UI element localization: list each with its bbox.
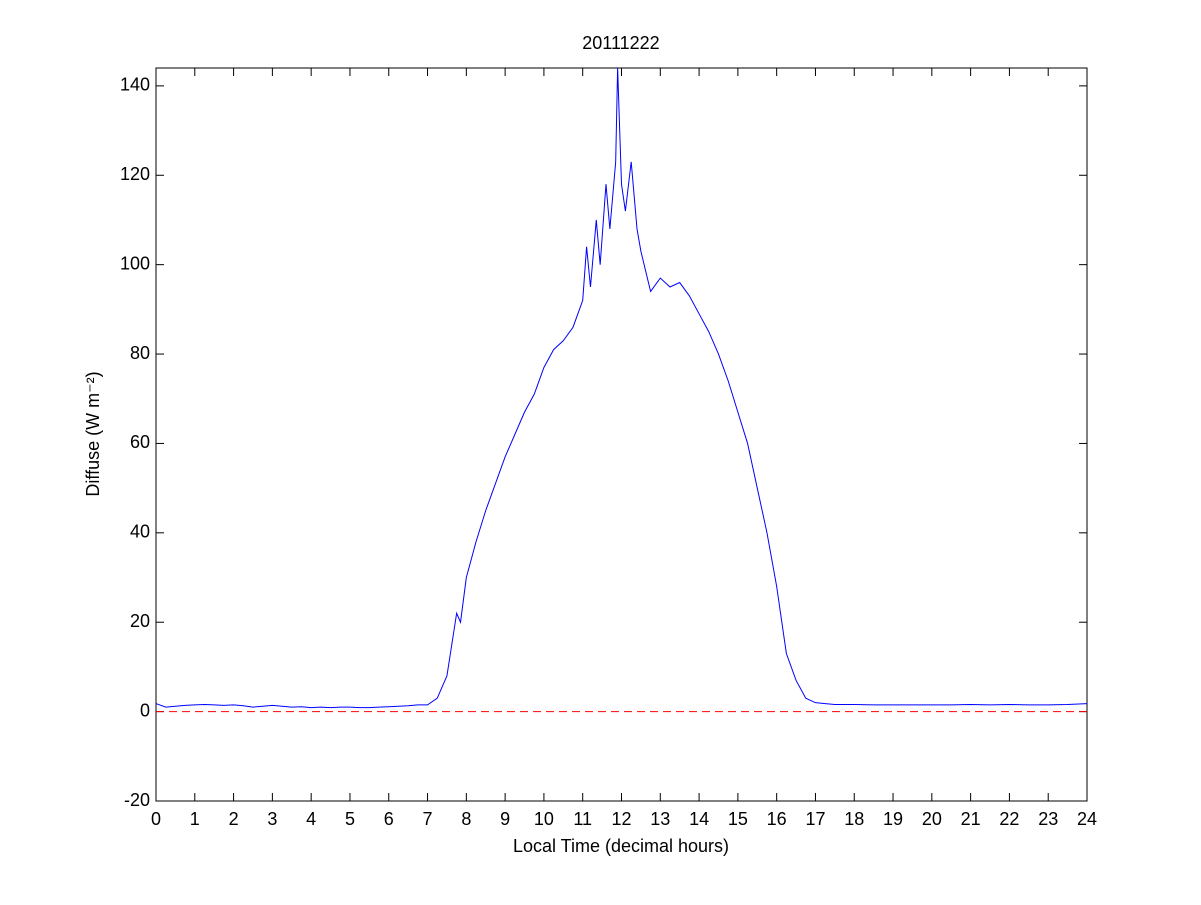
x-tick-label: 5: [345, 809, 355, 829]
x-tick-label: 4: [306, 809, 316, 829]
x-tick-label: 21: [961, 809, 981, 829]
x-tick-label: 7: [423, 809, 433, 829]
x-tick-label: 14: [689, 809, 709, 829]
y-tick-label: 40: [130, 522, 150, 542]
x-tick-label: 23: [1038, 809, 1058, 829]
x-tick-label: 3: [267, 809, 277, 829]
x-tick-label: 24: [1077, 809, 1097, 829]
x-tick-label: 6: [384, 809, 394, 829]
y-tick-label: 20: [130, 611, 150, 631]
y-axis-label: Diffuse (W m⁻²): [83, 371, 103, 496]
x-tick-label: 13: [650, 809, 670, 829]
x-tick-label: 1: [190, 809, 200, 829]
x-tick-label: 12: [611, 809, 631, 829]
x-axis-label: Local Time (decimal hours): [513, 836, 729, 856]
y-tick-label: 140: [120, 75, 150, 95]
y-tick-label: 100: [120, 253, 150, 273]
x-tick-label: 17: [805, 809, 825, 829]
x-tick-label: 0: [151, 809, 161, 829]
x-tick-label: 11: [573, 809, 592, 829]
x-tick-label: 9: [500, 809, 510, 829]
x-tick-label: 20: [922, 809, 942, 829]
data-line: [155, 67, 1088, 709]
y-tick-label: 0: [140, 700, 150, 720]
x-tick-label: 10: [534, 809, 554, 829]
x-tick-label: 19: [883, 809, 903, 829]
x-tick-label: 18: [844, 809, 864, 829]
x-tick-label: 15: [728, 809, 748, 829]
y-tick-label: -20: [124, 790, 150, 810]
x-tick-label: 22: [999, 809, 1019, 829]
x-tick-label: 8: [461, 809, 471, 829]
x-tick-label: 16: [767, 809, 787, 829]
y-tick-label: 120: [120, 164, 150, 184]
x-tick-label: 2: [229, 809, 239, 829]
y-tick-label: 60: [130, 432, 150, 452]
chart-title: 20111222: [582, 33, 659, 53]
y-tick-label: 80: [130, 343, 150, 363]
